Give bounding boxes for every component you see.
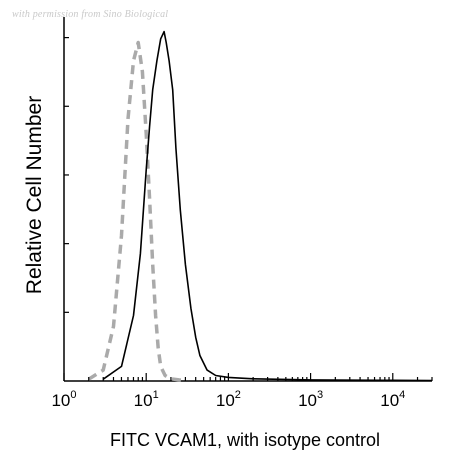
y-axis-ticks: [64, 37, 69, 313]
x-axis-tick-label: 102: [216, 389, 241, 410]
watermark-text: with permission from Sino Biological: [12, 9, 169, 20]
isotype-control-curve: [87, 40, 186, 383]
plot-frame: [63, 17, 432, 382]
x-axis-tick-labels: 100 101 102 103 104: [51, 389, 405, 410]
y-axis-label: Relative Cell Number: [23, 95, 46, 295]
x-axis-label: FITC VCAM1, with isotype control: [109, 430, 381, 450]
x-axis-ticks: [63, 373, 433, 381]
x-axis-tick-label: 103: [298, 389, 323, 410]
sample-curve: [102, 30, 433, 382]
x-axis-tick-label: 101: [134, 389, 159, 410]
series-layer: [87, 30, 433, 383]
x-axis-tick-label: 100: [51, 389, 76, 410]
x-axis-tick-label: 104: [380, 389, 405, 410]
